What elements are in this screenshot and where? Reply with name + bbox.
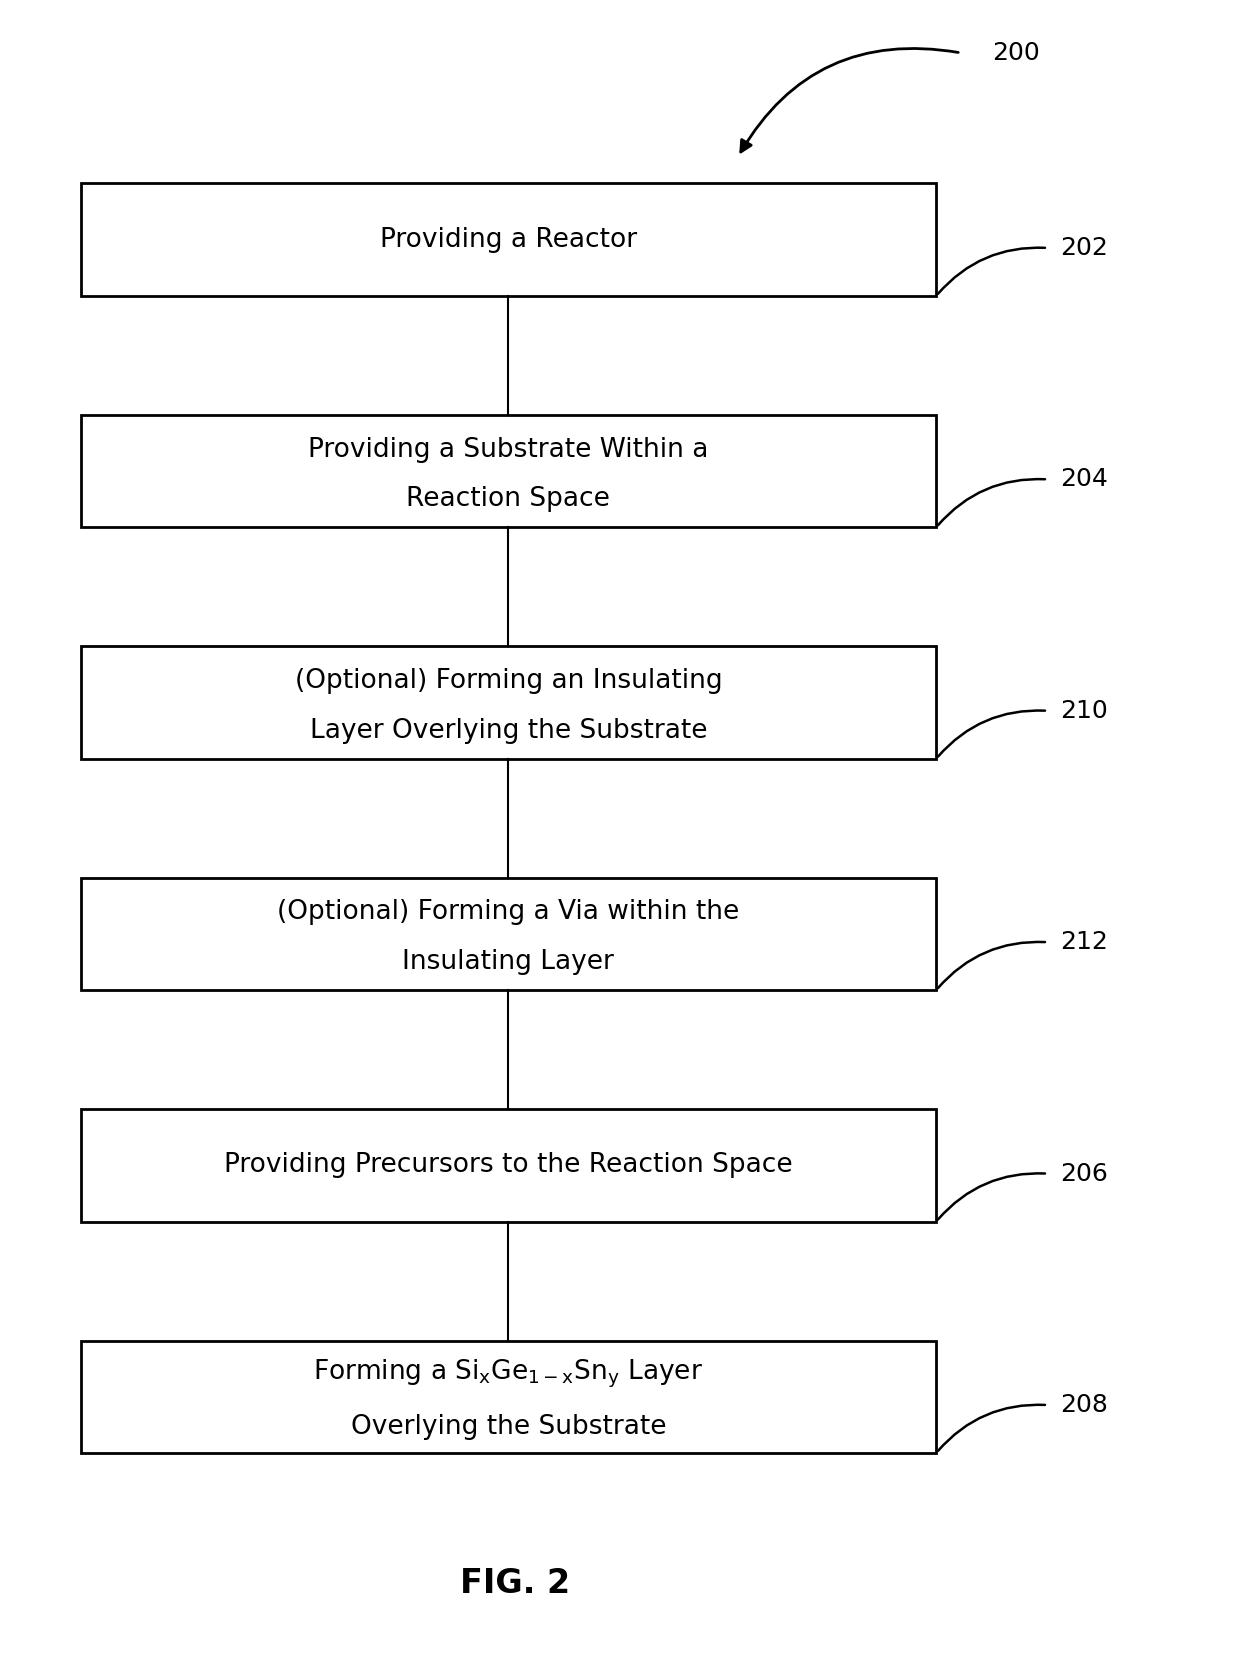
Text: 212: 212 bbox=[1060, 931, 1109, 954]
Text: Reaction Space: Reaction Space bbox=[407, 486, 610, 512]
Text: 202: 202 bbox=[1060, 236, 1109, 260]
Bar bbox=[81, 646, 936, 759]
Text: (Optional) Forming a Via within the: (Optional) Forming a Via within the bbox=[278, 899, 739, 926]
Bar bbox=[81, 183, 936, 296]
Text: Forming a $\mathdefault{Si_xGe_{1-x}Sn_y}$ Layer: Forming a $\mathdefault{Si_xGe_{1-x}Sn_y… bbox=[314, 1357, 703, 1390]
Text: 208: 208 bbox=[1060, 1393, 1109, 1417]
Text: Layer Overlying the Substrate: Layer Overlying the Substrate bbox=[310, 717, 707, 744]
Text: (Optional) Forming an Insulating: (Optional) Forming an Insulating bbox=[295, 668, 722, 694]
Text: Providing a Reactor: Providing a Reactor bbox=[379, 226, 637, 253]
Text: 204: 204 bbox=[1060, 468, 1109, 491]
Text: 200: 200 bbox=[992, 41, 1040, 64]
Text: 210: 210 bbox=[1060, 699, 1109, 722]
Text: Providing Precursors to the Reaction Space: Providing Precursors to the Reaction Spa… bbox=[224, 1152, 792, 1179]
Bar bbox=[81, 1109, 936, 1222]
Text: Insulating Layer: Insulating Layer bbox=[403, 949, 614, 975]
Text: 206: 206 bbox=[1060, 1162, 1109, 1185]
Bar bbox=[81, 415, 936, 527]
Text: Providing a Substrate Within a: Providing a Substrate Within a bbox=[309, 436, 708, 463]
Bar bbox=[81, 878, 936, 990]
Text: Overlying the Substrate: Overlying the Substrate bbox=[351, 1413, 666, 1440]
Text: FIG. 2: FIG. 2 bbox=[460, 1567, 569, 1600]
Bar bbox=[81, 1341, 936, 1453]
